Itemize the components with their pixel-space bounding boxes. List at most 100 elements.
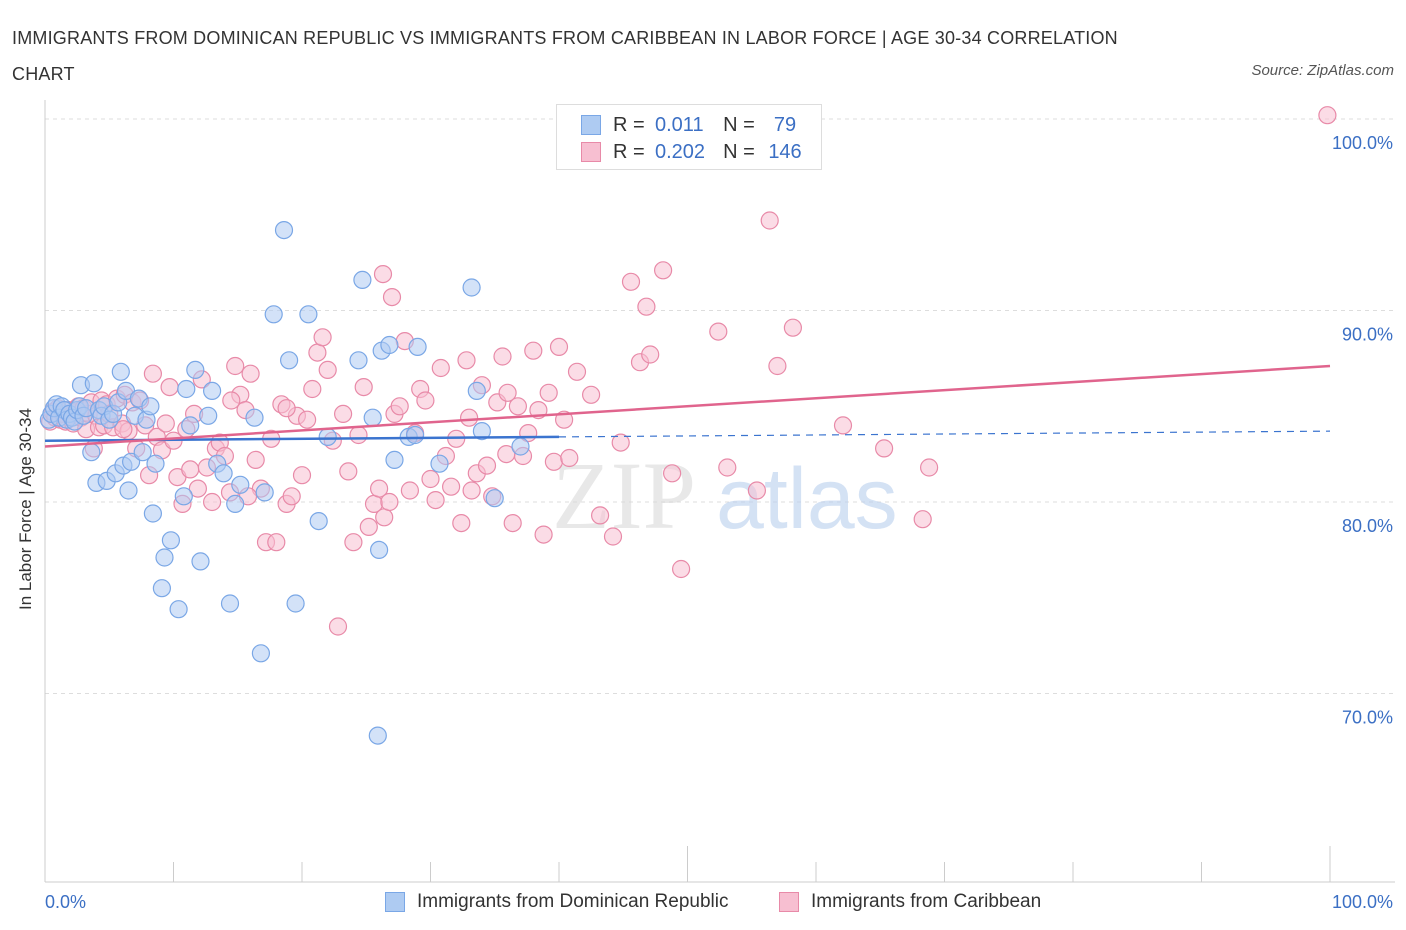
- trend-lines: [44, 364, 1331, 448]
- point-dominican: [143, 504, 162, 523]
- point-dominican: [309, 511, 328, 531]
- watermark: ZIP atlas: [552, 442, 898, 549]
- point-dominican: [152, 579, 171, 598]
- point-caribbean: [303, 379, 322, 399]
- point-caribbean: [308, 343, 327, 362]
- point-caribbean: [334, 404, 353, 423]
- point-dominican: [511, 437, 530, 456]
- point-caribbean: [114, 420, 133, 439]
- point-dominican: [203, 381, 222, 400]
- point-dominican: [199, 406, 218, 425]
- point-caribbean: [603, 527, 623, 546]
- bottom-legend-swatch-dominican: [385, 892, 405, 912]
- point-caribbean: [452, 513, 471, 533]
- legend-n-label: N =: [723, 140, 755, 163]
- point-dominican: [146, 454, 165, 473]
- legend-swatch-caribbean: [581, 142, 601, 162]
- bottom-legend-swatch-caribbean: [779, 892, 799, 912]
- point-caribbean: [662, 464, 682, 483]
- point-caribbean: [313, 328, 332, 347]
- point-dominican: [155, 548, 174, 567]
- point-caribbean: [143, 364, 162, 383]
- x-tick-label: 100.0%: [1332, 892, 1393, 912]
- point-caribbean: [498, 383, 517, 402]
- point-caribbean: [339, 462, 358, 481]
- bottom-legend-caribbean: Immigrants from Caribbean: [779, 888, 1041, 916]
- point-caribbean: [160, 378, 179, 397]
- point-caribbean: [497, 445, 516, 464]
- point-caribbean: [359, 517, 378, 537]
- point-dominican: [363, 408, 382, 427]
- point-dominican: [318, 427, 337, 446]
- point-caribbean: [641, 345, 660, 364]
- point-caribbean: [354, 378, 373, 397]
- point-dominican: [406, 425, 425, 445]
- point-caribbean: [156, 414, 175, 433]
- point-caribbean: [549, 337, 569, 356]
- point-dominican: [368, 726, 387, 745]
- point-caribbean: [292, 466, 312, 485]
- point-dominican: [141, 397, 160, 416]
- point-dominican: [286, 594, 305, 613]
- point-caribbean: [457, 351, 476, 370]
- point-dominican: [111, 362, 130, 381]
- point-dominican: [349, 351, 368, 370]
- point-dominican: [380, 335, 399, 355]
- point-dominican: [82, 443, 101, 462]
- point-caribbean: [298, 410, 317, 429]
- point-caribbean: [431, 358, 450, 378]
- point-caribbean: [382, 288, 402, 307]
- legend-n-label: N =: [723, 113, 755, 136]
- point-caribbean: [282, 487, 301, 506]
- point-caribbean: [534, 525, 553, 544]
- point-caribbean: [747, 481, 767, 500]
- point-caribbean: [581, 385, 601, 404]
- point-dominican: [353, 270, 372, 289]
- x-tick-label: 0.0%: [45, 892, 86, 912]
- chart-title: IMMIGRANTS FROM DOMINICAN REPUBLIC VS IM…: [12, 28, 1118, 84]
- point-caribbean: [508, 397, 528, 416]
- point-dominican: [191, 552, 210, 571]
- point-caribbean: [203, 492, 222, 512]
- point-caribbean: [344, 533, 363, 552]
- point-caribbean: [718, 458, 737, 477]
- legend-r-value: 0.202: [655, 140, 706, 163]
- point-dominican: [264, 305, 283, 324]
- point-caribbean: [611, 433, 630, 452]
- tick-labels: 100.0% 90.0% 80.0% 70.0% 0.0% 100.0%: [45, 133, 1393, 912]
- point-caribbean: [524, 341, 543, 360]
- point-dominican: [186, 360, 205, 379]
- point-caribbean: [637, 297, 656, 316]
- point-caribbean: [653, 261, 673, 280]
- point-caribbean: [226, 356, 245, 376]
- point-caribbean: [277, 399, 296, 418]
- point-caribbean: [874, 439, 894, 458]
- point-dominican: [467, 381, 486, 400]
- point-dominican: [408, 337, 427, 356]
- point-caribbean: [390, 397, 409, 416]
- point-caribbean: [416, 391, 435, 410]
- legend-n-value: 79: [773, 113, 797, 136]
- point-caribbean: [919, 458, 939, 477]
- point-caribbean: [442, 477, 461, 496]
- point-caribbean: [246, 450, 265, 469]
- point-caribbean: [181, 460, 200, 479]
- point-caribbean: [503, 513, 522, 533]
- point-dominican: [370, 540, 389, 560]
- y-tick-label: 80.0%: [1342, 516, 1393, 536]
- point-caribbean: [590, 506, 610, 525]
- point-dominican: [251, 644, 270, 663]
- point-caribbean: [188, 479, 207, 498]
- y-tick-label: 70.0%: [1342, 708, 1393, 728]
- legend-row-dominican: R = 0.011 N = 79: [581, 111, 809, 139]
- point-dominican: [174, 487, 193, 506]
- legend-row-caribbean: R = 0.202 N = 146: [581, 138, 809, 166]
- point-dominican: [84, 374, 103, 393]
- point-caribbean: [400, 481, 419, 500]
- point-caribbean: [567, 362, 587, 381]
- point-dominican: [181, 416, 200, 435]
- point-dominican: [430, 454, 449, 473]
- source-credit: Source: ZipAtlas.com: [1251, 62, 1394, 79]
- point-caribbean: [370, 479, 389, 498]
